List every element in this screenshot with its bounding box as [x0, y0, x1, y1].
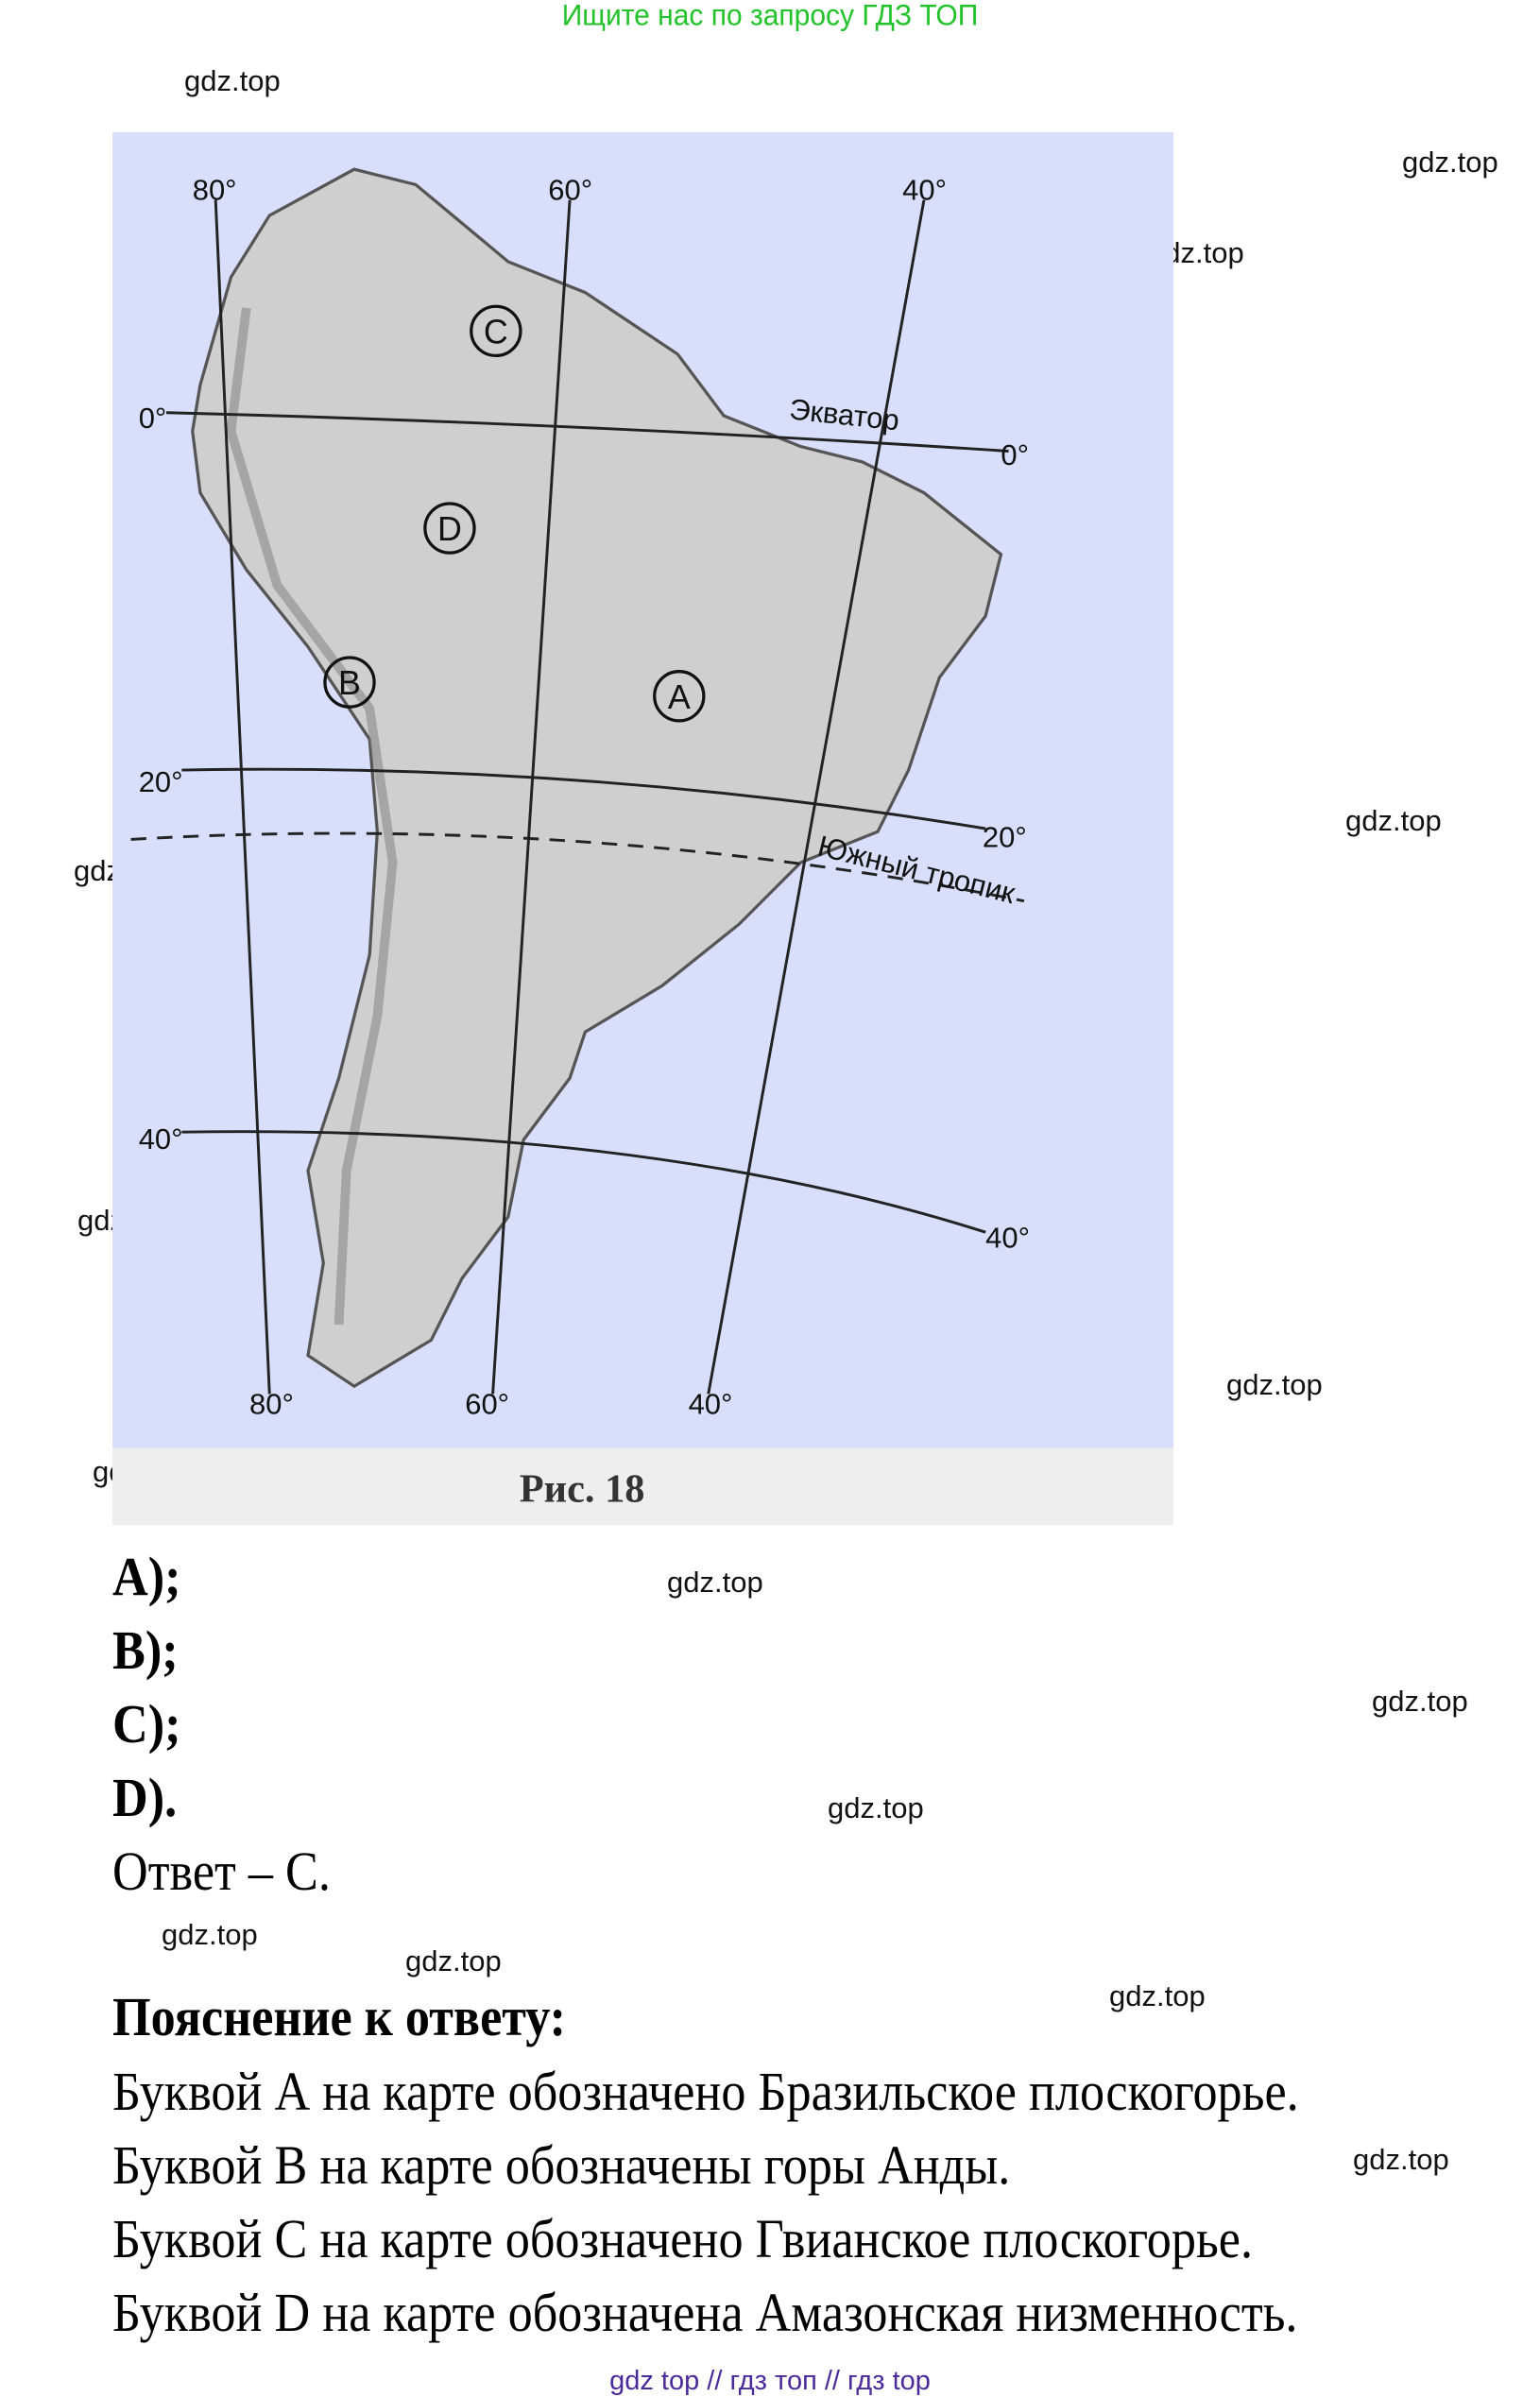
watermark: gdz.top: [1345, 804, 1442, 837]
watermark: gdz.top: [184, 64, 281, 97]
label-80-top: 80°: [193, 174, 237, 207]
marker-c: C: [484, 313, 508, 351]
watermark: gdz.top: [667, 1566, 763, 1599]
option-b: B);: [112, 1619, 179, 1681]
explanation-line: Буквой А на карте обозначено Бразильское…: [112, 2061, 1299, 2122]
watermark: gdz.top: [1226, 1368, 1323, 1401]
explanation-title: Пояснение к ответу:: [112, 1986, 567, 2047]
watermark: gdz.top: [1372, 1685, 1468, 1718]
continent-shape: [191, 167, 1003, 1389]
watermark: gdz.top: [1109, 1979, 1206, 2012]
watermark: gdz.top: [162, 1918, 258, 1951]
south-america-map: 80° 60° 40° 0° 0° Экватор 20° 20° Южный …: [112, 132, 1173, 1525]
option-c: C);: [112, 1693, 181, 1755]
label-equator-right: 0°: [1001, 438, 1029, 471]
meridian-40: [707, 199, 926, 1395]
label-40-bottom: 40°: [689, 1388, 733, 1421]
marker-b-circle: [323, 656, 376, 709]
answer-text: Ответ – С.: [112, 1841, 331, 1902]
watermark: gdz.top: [828, 1791, 924, 1824]
watermark: gdz.top: [405, 1944, 502, 1978]
meridian-60: [491, 199, 572, 1395]
option-a: A);: [112, 1546, 181, 1607]
equator-line: [166, 411, 1009, 453]
search-banner[interactable]: Ищите нас по запросу ГДЗ ТОП: [561, 0, 979, 32]
explanation-line: Буквой D на карте обозначена Амазонская …: [112, 2282, 1298, 2343]
meridian-80: [214, 199, 271, 1395]
marker-d: D: [437, 510, 462, 548]
label-equator-left: 0°: [139, 402, 167, 435]
marker-d-circle: [423, 502, 476, 555]
parallel-20: [181, 767, 986, 830]
parallel-40: [181, 1130, 986, 1234]
watermark: gdz.top: [1353, 2143, 1449, 2176]
label-60-bottom: 60°: [465, 1388, 509, 1421]
explanation-line: Буквой С на карте обозначено Гвианское п…: [112, 2208, 1254, 2269]
label-40-top: 40°: [902, 174, 947, 207]
label-60-top: 60°: [548, 174, 592, 207]
watermark: gdz.top: [1402, 146, 1498, 179]
label-40-left: 40°: [139, 1122, 183, 1156]
option-d: D).: [112, 1767, 178, 1828]
tropic-line: [130, 831, 1025, 903]
andes-ridge: [226, 307, 398, 1326]
label-20-right: 20°: [983, 821, 1027, 854]
label-40-right: 40°: [985, 1221, 1030, 1254]
footer-links[interactable]: gdz top // гдз топ // гдз top: [609, 2366, 931, 2396]
marker-b: B: [338, 664, 361, 702]
caption-area: [112, 1447, 1173, 1525]
label-80-bottom: 80°: [249, 1388, 294, 1421]
label-20-left: 20°: [139, 765, 183, 798]
marker-a: A: [668, 678, 691, 716]
marker-a-circle: [653, 670, 706, 723]
explanation-line: Буквой В на карте обозначены горы Анды.: [112, 2134, 1011, 2196]
figure-caption: Рис. 18: [520, 1467, 645, 1512]
marker-c-circle: [470, 304, 522, 358]
